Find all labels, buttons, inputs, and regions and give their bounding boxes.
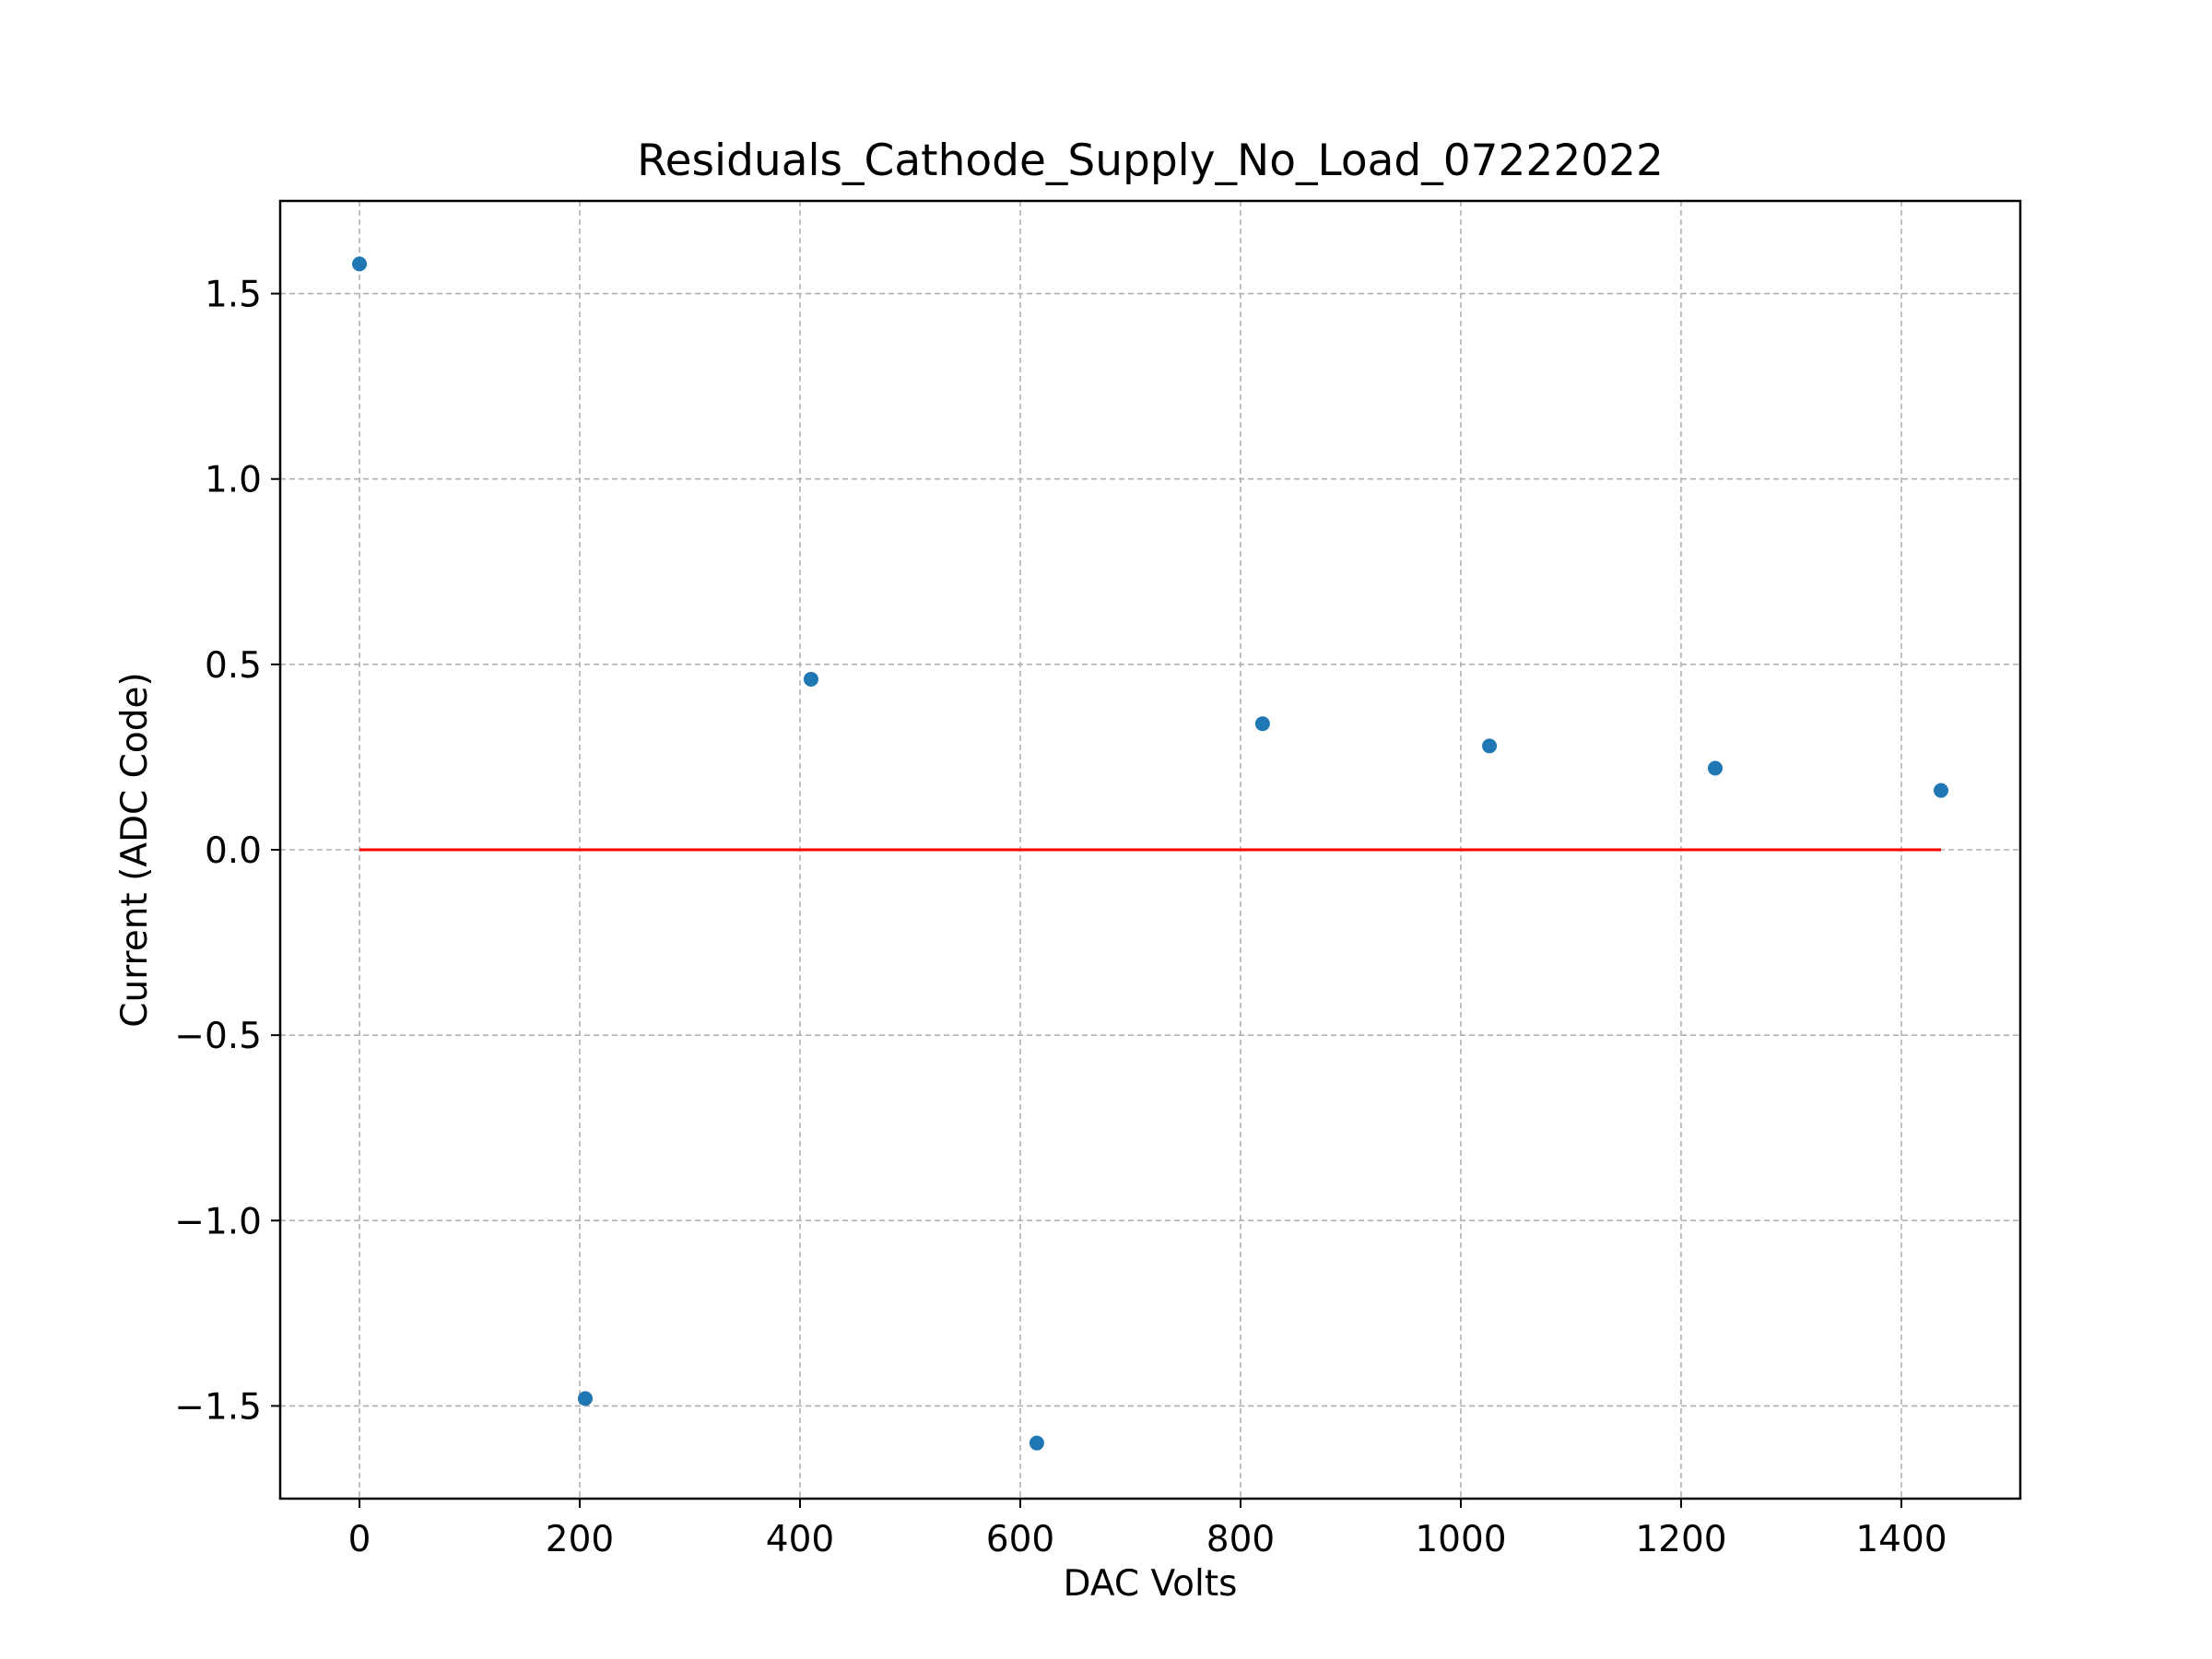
data-point: [577, 1391, 593, 1406]
x-tick-label: 200: [546, 1519, 614, 1560]
data-point: [352, 256, 368, 272]
x-tick-label: 400: [766, 1519, 834, 1560]
data-point: [1708, 760, 1724, 776]
y-axis-label: Current (ADC Code): [114, 672, 156, 1028]
y-axis-ticks: −1.5 −1.0 −0.5 0.0 0.5 1.0 1.5: [174, 275, 280, 1428]
x-tick-label: 1400: [1855, 1519, 1947, 1560]
y-tick-label: −1.5: [174, 1386, 262, 1428]
y-tick-label: −1.0: [174, 1201, 262, 1242]
x-axis-ticks: 0 200 400 600 800 1000 1200 1400: [348, 1499, 1947, 1560]
y-tick-label: 0.0: [205, 830, 262, 872]
y-tick-label: 1.5: [205, 275, 262, 316]
data-point: [803, 671, 818, 687]
x-tick-label: 0: [348, 1519, 371, 1560]
chart-title: Residuals_Cathode_Supply_No_Load_0722202…: [637, 135, 1664, 186]
x-tick-label: 600: [986, 1519, 1054, 1560]
y-tick-label: −0.5: [174, 1016, 262, 1057]
data-point: [1933, 782, 1948, 798]
y-tick-label: 0.5: [205, 645, 262, 687]
data-point: [1482, 738, 1498, 754]
data-point: [1029, 1435, 1044, 1451]
x-tick-label: 1200: [1635, 1519, 1726, 1560]
x-tick-label: 800: [1206, 1519, 1275, 1560]
data-points: [352, 256, 1948, 1451]
x-tick-label: 1000: [1415, 1519, 1506, 1560]
data-point: [1254, 716, 1270, 732]
y-tick-label: 1.0: [205, 460, 262, 501]
x-axis-label: DAC Volts: [1064, 1563, 1238, 1605]
